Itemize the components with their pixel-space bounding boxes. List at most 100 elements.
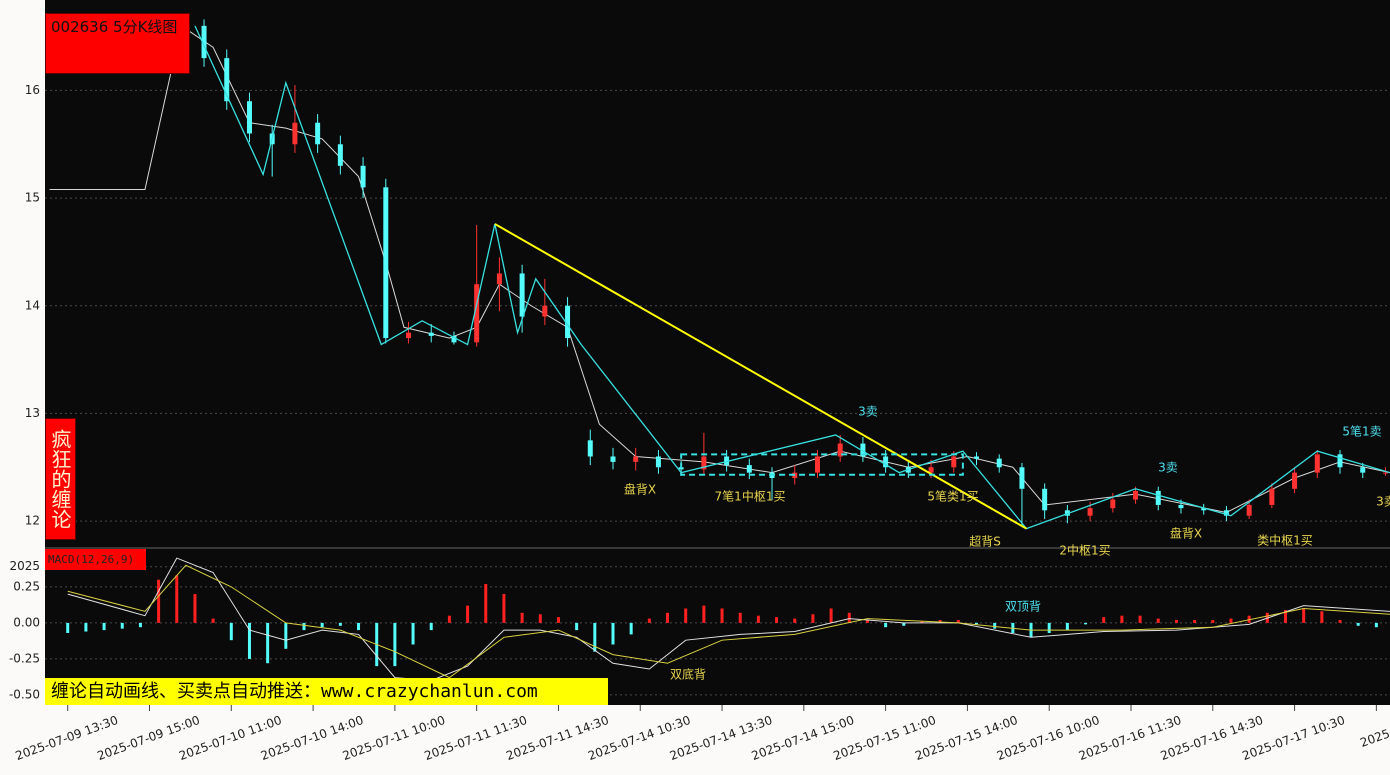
candle-body — [360, 165, 366, 188]
candle-body — [519, 273, 525, 317]
macd-line — [67, 557, 1390, 682]
macd-bar — [66, 622, 70, 633]
macd-line — [67, 564, 1390, 679]
macd-bar — [1211, 620, 1215, 623]
candle-body — [451, 335, 457, 343]
macd-bar — [793, 618, 797, 623]
macd-bar — [738, 612, 742, 623]
chart-title: 002636 5分K线图 — [45, 13, 190, 74]
macd-bar — [847, 612, 851, 623]
y-tick-label: -0.25 — [9, 651, 40, 665]
macd-bar — [193, 594, 197, 623]
annotation: 盘背X — [1170, 526, 1202, 541]
candle-body — [1155, 490, 1161, 505]
macd-bar — [775, 617, 779, 623]
macd-bar — [666, 612, 670, 623]
y-tick-label: 0.00 — [13, 615, 40, 629]
macd-bar — [211, 618, 215, 623]
y-tick-label: 12 — [25, 514, 40, 528]
candle-body — [746, 465, 752, 473]
macd-bar — [1356, 622, 1360, 626]
macd-bar — [320, 622, 324, 628]
macd-bar — [484, 584, 488, 623]
candle-body — [406, 332, 412, 339]
macd-bar — [865, 620, 869, 623]
macd-title: MACD(12,26,9) — [45, 549, 146, 570]
candle-body — [383, 187, 389, 339]
macd-bar — [902, 622, 906, 626]
macd-bar — [1156, 618, 1160, 623]
y-tick-label: 0.25 — [13, 579, 40, 593]
macd-bar — [611, 622, 615, 645]
candle-body — [1292, 472, 1298, 489]
macd-bar — [84, 622, 88, 632]
candle-body — [1178, 504, 1184, 509]
macd-bar — [975, 622, 979, 625]
x-tick-label: 2025-07-17 — [1358, 713, 1390, 750]
candle-body — [1314, 454, 1320, 473]
zhongshu-box — [680, 453, 964, 476]
macd-bar — [1047, 622, 1051, 633]
macd-bar — [811, 614, 815, 623]
annotation: 双顶背 — [1005, 600, 1041, 614]
macd-bar — [1320, 611, 1324, 623]
macd-bar — [266, 622, 270, 664]
macd-bar — [1174, 620, 1178, 623]
annotation: 7笔1中枢1买 — [715, 489, 786, 504]
macd-bar — [829, 608, 833, 623]
candle-body — [1269, 488, 1275, 505]
candle-body — [655, 456, 661, 468]
candle-body — [633, 456, 639, 462]
annotation: 类中枢1买 — [1257, 533, 1313, 548]
candle-body — [1019, 467, 1025, 489]
candle-body — [292, 122, 298, 145]
macd-bar — [393, 622, 397, 667]
macd-bar — [684, 608, 688, 623]
annotation: 5笔1卖 — [1342, 424, 1381, 439]
macd-bar — [993, 622, 997, 629]
y-tick-label: 2025 — [9, 559, 40, 573]
candle-body — [701, 456, 707, 470]
macd-bar — [447, 615, 451, 623]
candle-body — [1360, 467, 1366, 473]
candle-body — [1382, 472, 1388, 474]
y-tick-label: 13 — [25, 406, 40, 420]
y-tick-label: -0.50 — [9, 687, 40, 701]
macd-bar — [1374, 622, 1378, 628]
macd-bar — [647, 618, 651, 623]
candle-body — [1110, 499, 1116, 509]
macd-bar — [338, 622, 342, 626]
candle-body — [201, 25, 207, 59]
candle-body — [1246, 504, 1252, 516]
macd-bar — [1065, 622, 1069, 631]
macd-bar — [1138, 615, 1142, 623]
macd-bar — [1120, 615, 1124, 623]
macd-bar — [175, 575, 179, 623]
candle-body — [565, 305, 571, 339]
macd-bar — [1193, 620, 1197, 623]
macd-bar — [102, 622, 106, 631]
macd-bar — [756, 615, 760, 623]
macd-bar — [157, 579, 161, 623]
candle-body — [860, 443, 866, 457]
y-tick-label: 16 — [25, 83, 40, 97]
candle-body — [974, 456, 980, 459]
macd-bar — [120, 622, 124, 629]
macd-bar — [538, 614, 542, 623]
candle-body — [337, 144, 343, 166]
macd-bar — [1102, 617, 1106, 623]
annotation: 3卖 — [858, 405, 878, 419]
macd-bar — [556, 617, 560, 623]
candle-body — [496, 273, 502, 285]
y-tick-label: 15 — [25, 191, 40, 205]
annotation: 双底背 — [670, 667, 706, 682]
macd-bar — [1283, 609, 1287, 623]
annotation: 3卖 — [1376, 495, 1390, 509]
candle-body — [587, 440, 593, 457]
candle-body — [1223, 510, 1229, 516]
macd-bar — [411, 622, 415, 645]
macd-bar — [520, 612, 524, 623]
annotation: 3卖 — [1158, 461, 1178, 475]
